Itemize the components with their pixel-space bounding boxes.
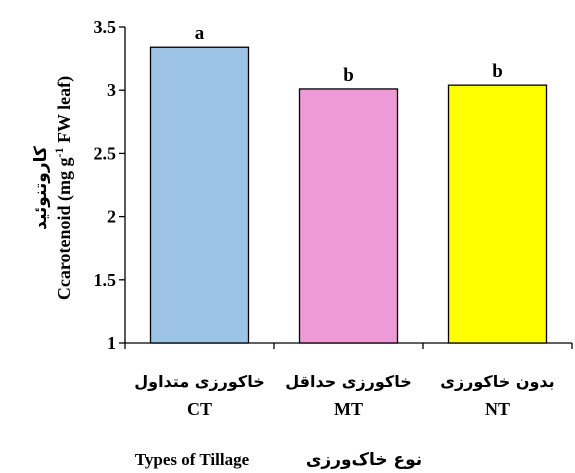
significance-letter-mt: b [343, 65, 354, 86]
y-axis-title: کاروتنوئید Ccarotenoid (mg g-1 FW leaf) [31, 76, 75, 300]
category-label-fa-ct: خاکورزی متداول [134, 372, 265, 391]
y-tick-label: 1.5 [94, 270, 117, 290]
x-axis-title-en: Types of Tillage [135, 450, 250, 469]
y-axis-title-en: Ccarotenoid (mg g-1 FW leaf) [52, 76, 75, 300]
significance-letter-ct: a [195, 23, 205, 44]
significance-letter-nt: b [492, 61, 503, 82]
category-label-en-mt: MT [334, 399, 363, 419]
y-axis-title-fa: کاروتنوئید [31, 146, 51, 230]
x-axis [124, 342, 573, 349]
bar-ct [149, 46, 250, 344]
category-label-fa-mt: خاکورزی حداقل [285, 372, 412, 391]
bar-nt [447, 84, 548, 344]
x-axis-title-fa: نوع خاک‌ورزی [306, 450, 422, 470]
significance-letters: a b b [195, 23, 503, 86]
category-label-en-ct: CT [187, 399, 212, 419]
category-label-en-nt: NT [485, 399, 510, 419]
y-tick-label: 2 [107, 207, 116, 227]
y-tick-label: 2.5 [94, 143, 117, 163]
category-labels: خاکورزی متداول CT خاکورزی حداقل MT بدون خاکو… [134, 372, 554, 419]
y-tick-label: 1 [107, 333, 116, 353]
bar-mt [298, 88, 399, 344]
y-tick-label: 3.5 [94, 17, 117, 37]
y-tick-label: 3 [107, 80, 116, 100]
category-label-fa-nt: بدون خاکورزی [440, 372, 554, 391]
bars [149, 46, 548, 344]
y-axis: 1 1.5 2 2.5 3 3.5 [94, 17, 126, 353]
